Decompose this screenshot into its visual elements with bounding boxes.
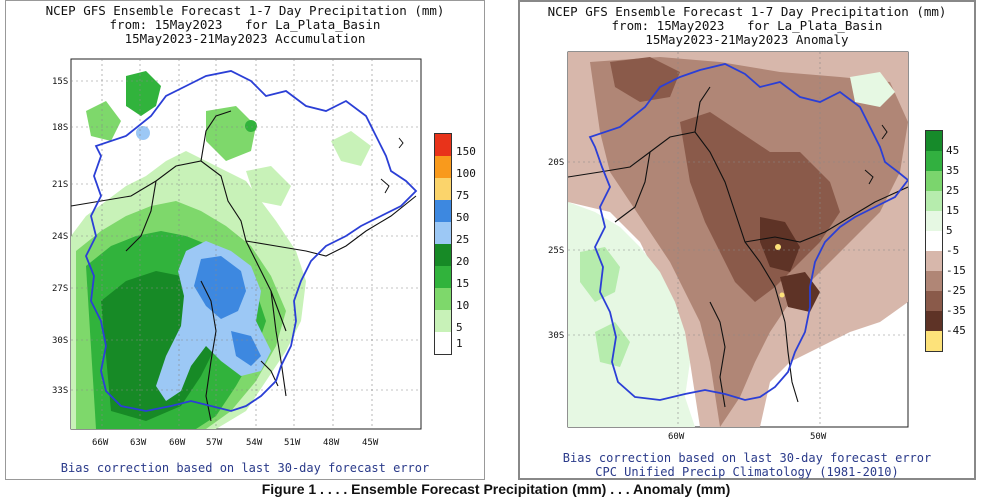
accumulation-title-line-3: 15May2023-21May2023 Accumulation: [124, 31, 366, 46]
colorbar-label: 25: [946, 184, 960, 197]
y-label-24s: 24S: [52, 232, 68, 242]
anomaly-footnote-line-2: CPC Unified Precip Climatology (1981-201…: [595, 465, 899, 479]
x-label-57w: 57W: [206, 438, 223, 448]
colorbar-label: 15: [456, 277, 470, 290]
y-label-20s: 20S: [548, 158, 564, 168]
y-label-30s: 30S: [52, 336, 68, 346]
y-label-21s: 21S: [52, 180, 68, 190]
colorbar-label: 10: [456, 299, 470, 312]
accumulation-map: 15S 18S 21S 24S 27S 30S 33S 66W 63W 60W …: [52, 58, 422, 448]
colorbar-label: -25: [946, 284, 966, 297]
x-label-60w: 60W: [668, 432, 685, 442]
x-label-48w: 48W: [323, 438, 340, 448]
colorbar-label: 20: [456, 255, 470, 268]
y-label-30s: 30S: [548, 331, 564, 341]
anomaly-title-line-3: 15May2023-21May2023 Anomaly: [645, 32, 849, 47]
y-label-33s: 33S: [52, 386, 68, 396]
x-label-51w: 51W: [284, 438, 301, 448]
y-label-15s: 15S: [52, 77, 68, 87]
accumulation-title-line-2: from: 15May2023 for La_Plata_Basin: [109, 17, 381, 32]
colorbar-label: -5: [946, 244, 960, 257]
anomaly-colorbar: [925, 130, 943, 352]
colorbar-label: 5: [456, 321, 463, 334]
anomaly-title-line-2: from: 15May2023 for La_Plata_Basin: [611, 18, 883, 33]
x-label-50w: 50W: [810, 432, 827, 442]
anomaly-title-line-1: NCEP GFS Ensemble Forecast 1-7 Day Preci…: [547, 4, 947, 19]
y-label-27s: 27S: [52, 284, 68, 294]
colorbar-label: 1: [456, 337, 463, 350]
x-label-63w: 63W: [130, 438, 147, 448]
x-label-45w: 45W: [362, 438, 379, 448]
accumulation-title-line-1: NCEP GFS Ensemble Forecast 1-7 Day Preci…: [45, 3, 445, 18]
colorbar-label: 35: [946, 164, 960, 177]
colorbar-label: -15: [946, 264, 966, 277]
accumulation-colorbar: [434, 133, 452, 355]
colorbar-label: 100: [456, 167, 476, 180]
anomaly-panel: NCEP GFS Ensemble Forecast 1-7 Day Preci…: [518, 0, 976, 480]
x-label-60w: 60W: [169, 438, 186, 448]
colorbar-label: 15: [946, 204, 960, 217]
colorbar-label: 5: [946, 224, 953, 237]
accumulation-panel: NCEP GFS Ensemble Forecast 1-7 Day Preci…: [5, 0, 485, 480]
colorbar-label: 45: [946, 144, 960, 157]
colorbar-label: -35: [946, 304, 966, 317]
colorbar-label: 25: [456, 233, 470, 246]
x-label-66w: 66W: [92, 438, 109, 448]
x-label-54w: 54W: [246, 438, 263, 448]
colorbar-label: 50: [456, 211, 470, 224]
accumulation-footnote: Bias correction based on last 30-day for…: [60, 461, 430, 475]
figure-caption: Figure 1 . . . . Ensemble Forecast Preci…: [261, 481, 731, 497]
y-label-18s: 18S: [52, 123, 68, 133]
y-label-25s: 25S: [548, 246, 564, 256]
colorbar-label: 75: [456, 189, 470, 202]
anomaly-footnote-line-1: Bias correction based on last 30-day for…: [562, 451, 932, 465]
anomaly-map: 20S 25S 30S 60W 50W: [548, 51, 909, 442]
colorbar-label: -45: [946, 324, 966, 337]
colorbar-label: 150: [456, 145, 476, 158]
